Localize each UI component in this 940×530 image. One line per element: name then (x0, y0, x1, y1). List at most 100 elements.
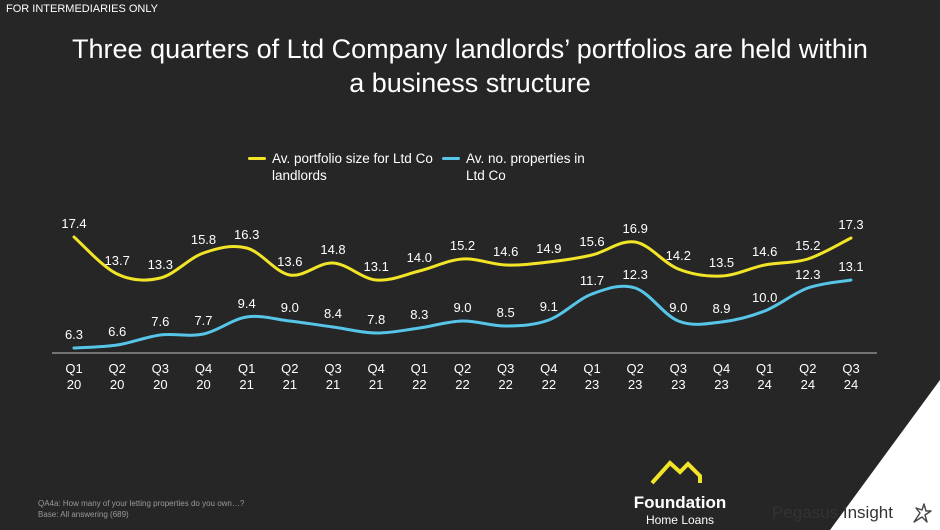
x-tick-year: 24 (757, 377, 771, 392)
logo-subtitle: Home Loans (645, 513, 715, 527)
legend-label-line: landlords (272, 168, 327, 183)
data-label: 13.1 (838, 259, 863, 274)
legend-item-portfolio: Av. portfolio size for Ltd Co landlords (248, 150, 433, 184)
title-line-1: Three quarters of Ltd Company landlords’… (72, 34, 868, 64)
x-tick-quarter: Q1 (756, 361, 773, 376)
x-tick-year: 20 (153, 377, 167, 392)
x-tick-year: 20 (110, 377, 124, 392)
house-roof-icon (650, 460, 702, 485)
x-tick-quarter: Q1 (583, 361, 600, 376)
x-tick-quarter: Q2 (108, 361, 125, 376)
x-tick-year: 23 (714, 377, 728, 392)
legend-swatch-yellow (248, 157, 266, 160)
x-tick-year: 24 (801, 377, 815, 392)
data-label: 8.9 (712, 301, 730, 316)
legend-label-line: Av. no. properties in (466, 151, 585, 166)
x-tick-quarter: Q3 (842, 361, 859, 376)
x-tick-year: 20 (67, 377, 81, 392)
legend-item-properties: Av. no. properties in Ltd Co (442, 150, 585, 184)
data-label: 15.8 (191, 232, 216, 247)
data-label: 13.3 (148, 257, 173, 272)
x-tick-year: 21 (326, 377, 340, 392)
data-label: 8.5 (497, 305, 515, 320)
footnote-question: QA4a: How many of your letting propertie… (38, 499, 245, 508)
legend-label-portfolio: Av. portfolio size for Ltd Co landlords (272, 150, 433, 184)
data-label: 12.3 (795, 267, 820, 282)
data-label: 6.3 (65, 327, 83, 342)
x-tick-quarter: Q4 (540, 361, 557, 376)
legend-label-line: Ltd Co (466, 168, 506, 183)
x-tick-quarter: Q3 (324, 361, 341, 376)
series-line-properties (72, 278, 853, 350)
x-tick-quarter: Q3 (152, 361, 169, 376)
x-tick-year: 23 (628, 377, 642, 392)
data-label: 9.4 (238, 296, 256, 311)
x-tick-quarter: Q2 (281, 361, 298, 376)
x-tick-year: 21 (239, 377, 253, 392)
x-tick-quarter: Q3 (670, 361, 687, 376)
data-label: 16.9 (623, 221, 648, 236)
data-label: 13.7 (105, 253, 130, 268)
data-label: 14.8 (320, 242, 345, 257)
x-tick-quarter: Q4 (367, 361, 384, 376)
data-label: 14.6 (752, 244, 777, 259)
footnote-base: Base: All answering (689) (38, 510, 129, 519)
data-label: 13.5 (709, 255, 734, 270)
x-tick-quarter: Q2 (626, 361, 643, 376)
x-tick-year: 23 (585, 377, 599, 392)
data-label: 14.0 (407, 250, 432, 265)
data-label: 13.6 (277, 254, 302, 269)
x-tick-year: 20 (196, 377, 210, 392)
x-tick-quarter: Q2 (799, 361, 816, 376)
legend-label-line: Av. portfolio size for Ltd Co (272, 151, 433, 166)
legend-label-properties: Av. no. properties in Ltd Co (466, 150, 585, 184)
x-tick-year: 22 (498, 377, 512, 392)
pegasus-brand: Pegasus Insight (772, 503, 893, 522)
data-label: 12.3 (623, 267, 648, 282)
x-tick-quarter: Q1 (411, 361, 428, 376)
data-label: 17.4 (61, 216, 86, 231)
x-tick-quarter: Q4 (713, 361, 730, 376)
data-label: 14.2 (666, 248, 691, 263)
data-label: 8.3 (410, 307, 428, 322)
legend-swatch-blue (442, 157, 460, 160)
data-label: 7.6 (151, 314, 169, 329)
data-label: 9.0 (281, 300, 299, 315)
data-label: 15.2 (795, 238, 820, 253)
data-label: 14.6 (493, 244, 518, 259)
x-tick-year: 24 (844, 377, 858, 392)
series-line-portfolio (72, 235, 853, 282)
slide-title: Three quarters of Ltd Company landlords’… (20, 32, 920, 100)
x-tick-quarter: Q4 (195, 361, 212, 376)
foundation-logo: Foundation Home Loans (618, 456, 742, 527)
data-label: 9.1 (540, 299, 558, 314)
data-label: 9.0 (453, 300, 471, 315)
corner-wedge (830, 380, 940, 530)
x-tick-year: 22 (542, 377, 556, 392)
data-label: 10.0 (752, 290, 777, 305)
banner-text: FOR INTERMEDIARIES ONLY (6, 3, 158, 15)
data-label: 9.0 (669, 300, 687, 315)
x-tick-quarter: Q1 (238, 361, 255, 376)
pegasus-icon (913, 503, 932, 523)
data-label: 15.2 (450, 238, 475, 253)
x-tick-year: 21 (283, 377, 297, 392)
data-label: 17.3 (838, 217, 863, 232)
data-label: 8.4 (324, 306, 342, 321)
x-tick-year: 21 (369, 377, 383, 392)
x-tick-quarter: Q1 (65, 361, 82, 376)
data-label: 7.7 (194, 313, 212, 328)
data-label: 16.3 (234, 227, 259, 242)
x-tick-year: 22 (455, 377, 469, 392)
title-line-2: a business structure (349, 68, 591, 98)
x-tick-quarter: Q3 (497, 361, 514, 376)
data-label: 15.6 (579, 234, 604, 249)
x-tick-year: 23 (671, 377, 685, 392)
x-tick-year: 22 (412, 377, 426, 392)
data-label: 11.7 (580, 273, 604, 288)
data-label: 6.6 (108, 324, 126, 339)
footnote: QA4a: How many of your letting propertie… (38, 498, 244, 520)
data-label: 7.8 (367, 312, 385, 327)
data-label: 13.1 (364, 259, 389, 274)
